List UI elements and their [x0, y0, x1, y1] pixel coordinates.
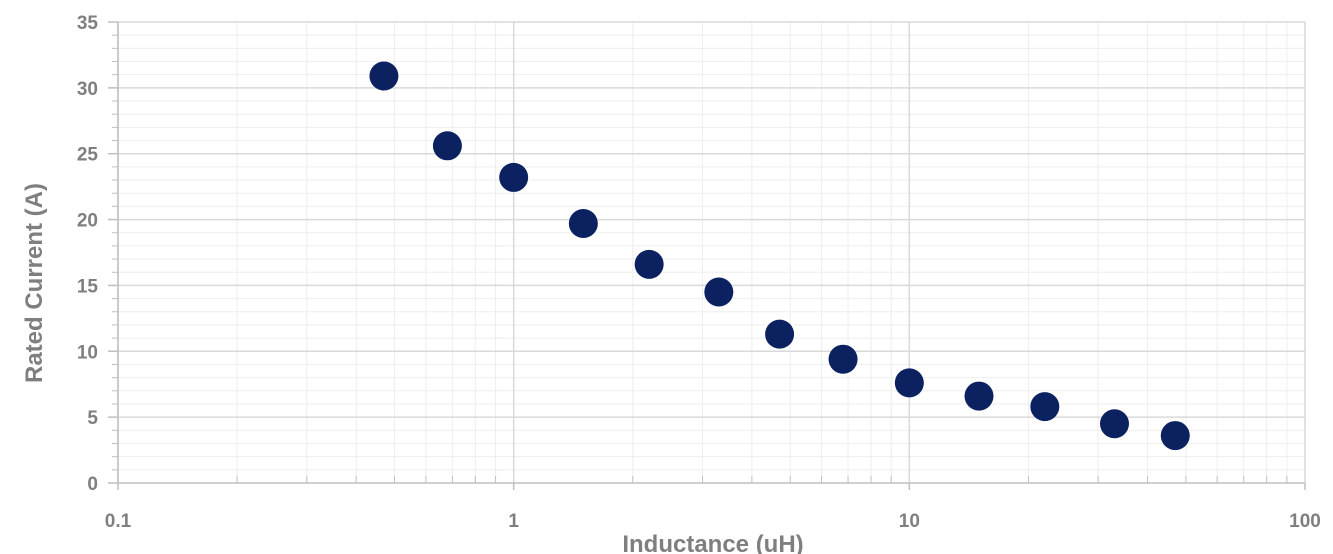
data-point [964, 381, 994, 411]
data-point [499, 162, 529, 192]
y-tick-label: 0 [87, 474, 98, 495]
data-point [634, 249, 664, 279]
y-tick-label: 5 [87, 408, 98, 429]
data-point [369, 61, 399, 91]
y-tick-label: 30 [77, 79, 98, 100]
x-tick-labels: 0.1 1 10 100 [105, 511, 1321, 532]
y-tick-labels: 0 5 10 15 20 25 30 35 [77, 13, 99, 495]
data-point [432, 131, 462, 161]
y-tick-label: 25 [77, 145, 99, 166]
data-point [568, 209, 598, 239]
y-tick-label: 20 [77, 211, 98, 232]
x-tick-label: 0.1 [105, 511, 132, 532]
x-tick-label: 1 [508, 511, 519, 532]
x-tick-label: 10 [899, 511, 920, 532]
minor-gridlines [118, 22, 1305, 483]
axes [108, 21, 1306, 490]
y-tick-label: 15 [77, 276, 99, 297]
major-gridlines [117, 21, 1306, 483]
x-tick-label: 100 [1289, 511, 1321, 532]
data-point [765, 319, 795, 349]
data-point [828, 344, 858, 374]
y-axis-title: Rated Current (A) [21, 183, 48, 383]
data-point [1030, 392, 1060, 422]
data-point [1160, 421, 1190, 451]
data-points [369, 61, 1190, 451]
x-axis-title: Inductance (uH) [622, 531, 803, 554]
data-point [1099, 409, 1129, 439]
data-point [704, 277, 734, 307]
y-tick-label: 10 [77, 342, 98, 363]
y-tick-label: 35 [77, 13, 99, 34]
data-point [894, 368, 924, 398]
